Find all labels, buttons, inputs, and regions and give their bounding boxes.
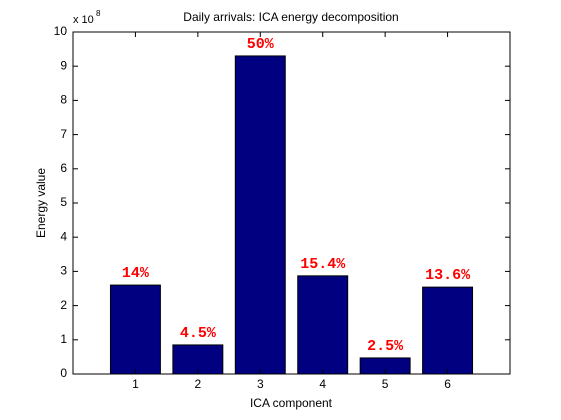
x-tick-label: 5: [382, 377, 389, 391]
bar: [422, 286, 474, 375]
x-tick-label: 1: [132, 377, 139, 391]
y-tick-label: 0: [60, 366, 67, 380]
x-tick-label: 4: [319, 377, 326, 391]
y-tick-label: 1: [60, 332, 67, 346]
y-tick-label: 8: [60, 93, 67, 107]
y-tick-label: 7: [60, 127, 67, 141]
y-tick-label: 10: [54, 24, 68, 38]
x-tick-label: 2: [195, 377, 202, 391]
y-tick-label: 4: [60, 229, 67, 243]
annotation: 2.5%: [367, 338, 404, 355]
y-multiplier: x 10: [73, 14, 94, 26]
bar: [109, 284, 161, 375]
y-tick-label: 9: [60, 58, 67, 72]
y-tick-label: 5: [60, 195, 67, 209]
chart-title: Daily arrivals: ICA energy decomposition: [183, 10, 398, 24]
bar: [297, 275, 349, 375]
x-tick-label: 3: [257, 377, 264, 391]
annotation: 13.6%: [425, 267, 471, 284]
annotation: 4.5%: [180, 325, 217, 342]
x-tick-label: 6: [444, 377, 451, 391]
annotation: 50%: [247, 36, 275, 53]
y-tick-label: 2: [60, 298, 67, 312]
y-axis-label: Energy value: [34, 168, 48, 238]
x-axis-label: ICA component: [250, 396, 333, 410]
bar: [234, 55, 286, 375]
y-tick-label: 3: [60, 264, 67, 278]
y-multiplier-exponent: 8: [96, 9, 101, 18]
annotation: 14%: [122, 265, 150, 282]
y-tick-label: 6: [60, 161, 67, 175]
annotation: 15.4%: [300, 256, 346, 273]
